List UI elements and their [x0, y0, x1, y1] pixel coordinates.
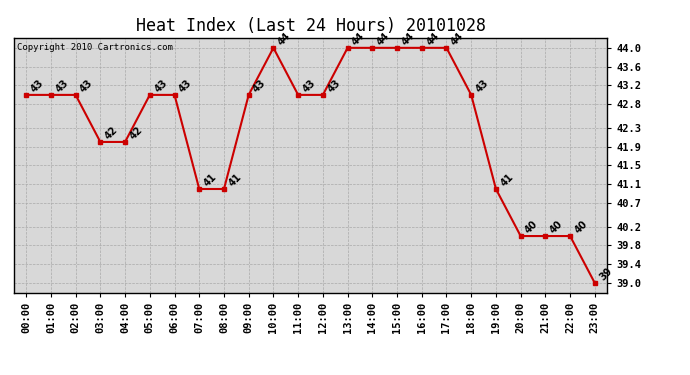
Text: 43: 43: [54, 78, 70, 94]
Text: 42: 42: [103, 124, 120, 141]
Text: 43: 43: [251, 78, 268, 94]
Text: 40: 40: [524, 219, 540, 235]
Text: 39: 39: [598, 266, 614, 282]
Text: 43: 43: [301, 78, 317, 94]
Text: 40: 40: [548, 219, 565, 235]
Text: 43: 43: [326, 78, 342, 94]
Text: 44: 44: [351, 30, 367, 47]
Text: 43: 43: [79, 78, 95, 94]
Text: 41: 41: [499, 172, 515, 188]
Text: 43: 43: [474, 78, 491, 94]
Text: 43: 43: [152, 78, 169, 94]
Text: 41: 41: [227, 172, 244, 188]
Text: 42: 42: [128, 124, 144, 141]
Title: Heat Index (Last 24 Hours) 20101028: Heat Index (Last 24 Hours) 20101028: [135, 16, 486, 34]
Text: 43: 43: [177, 78, 194, 94]
Text: 40: 40: [573, 219, 589, 235]
Text: 43: 43: [29, 78, 46, 94]
Text: 44: 44: [449, 30, 466, 47]
Text: 41: 41: [202, 172, 219, 188]
Text: 44: 44: [276, 30, 293, 47]
Text: 44: 44: [375, 30, 392, 47]
Text: Copyright 2010 Cartronics.com: Copyright 2010 Cartronics.com: [17, 43, 172, 52]
Text: 44: 44: [400, 30, 417, 47]
Text: 44: 44: [424, 30, 441, 47]
